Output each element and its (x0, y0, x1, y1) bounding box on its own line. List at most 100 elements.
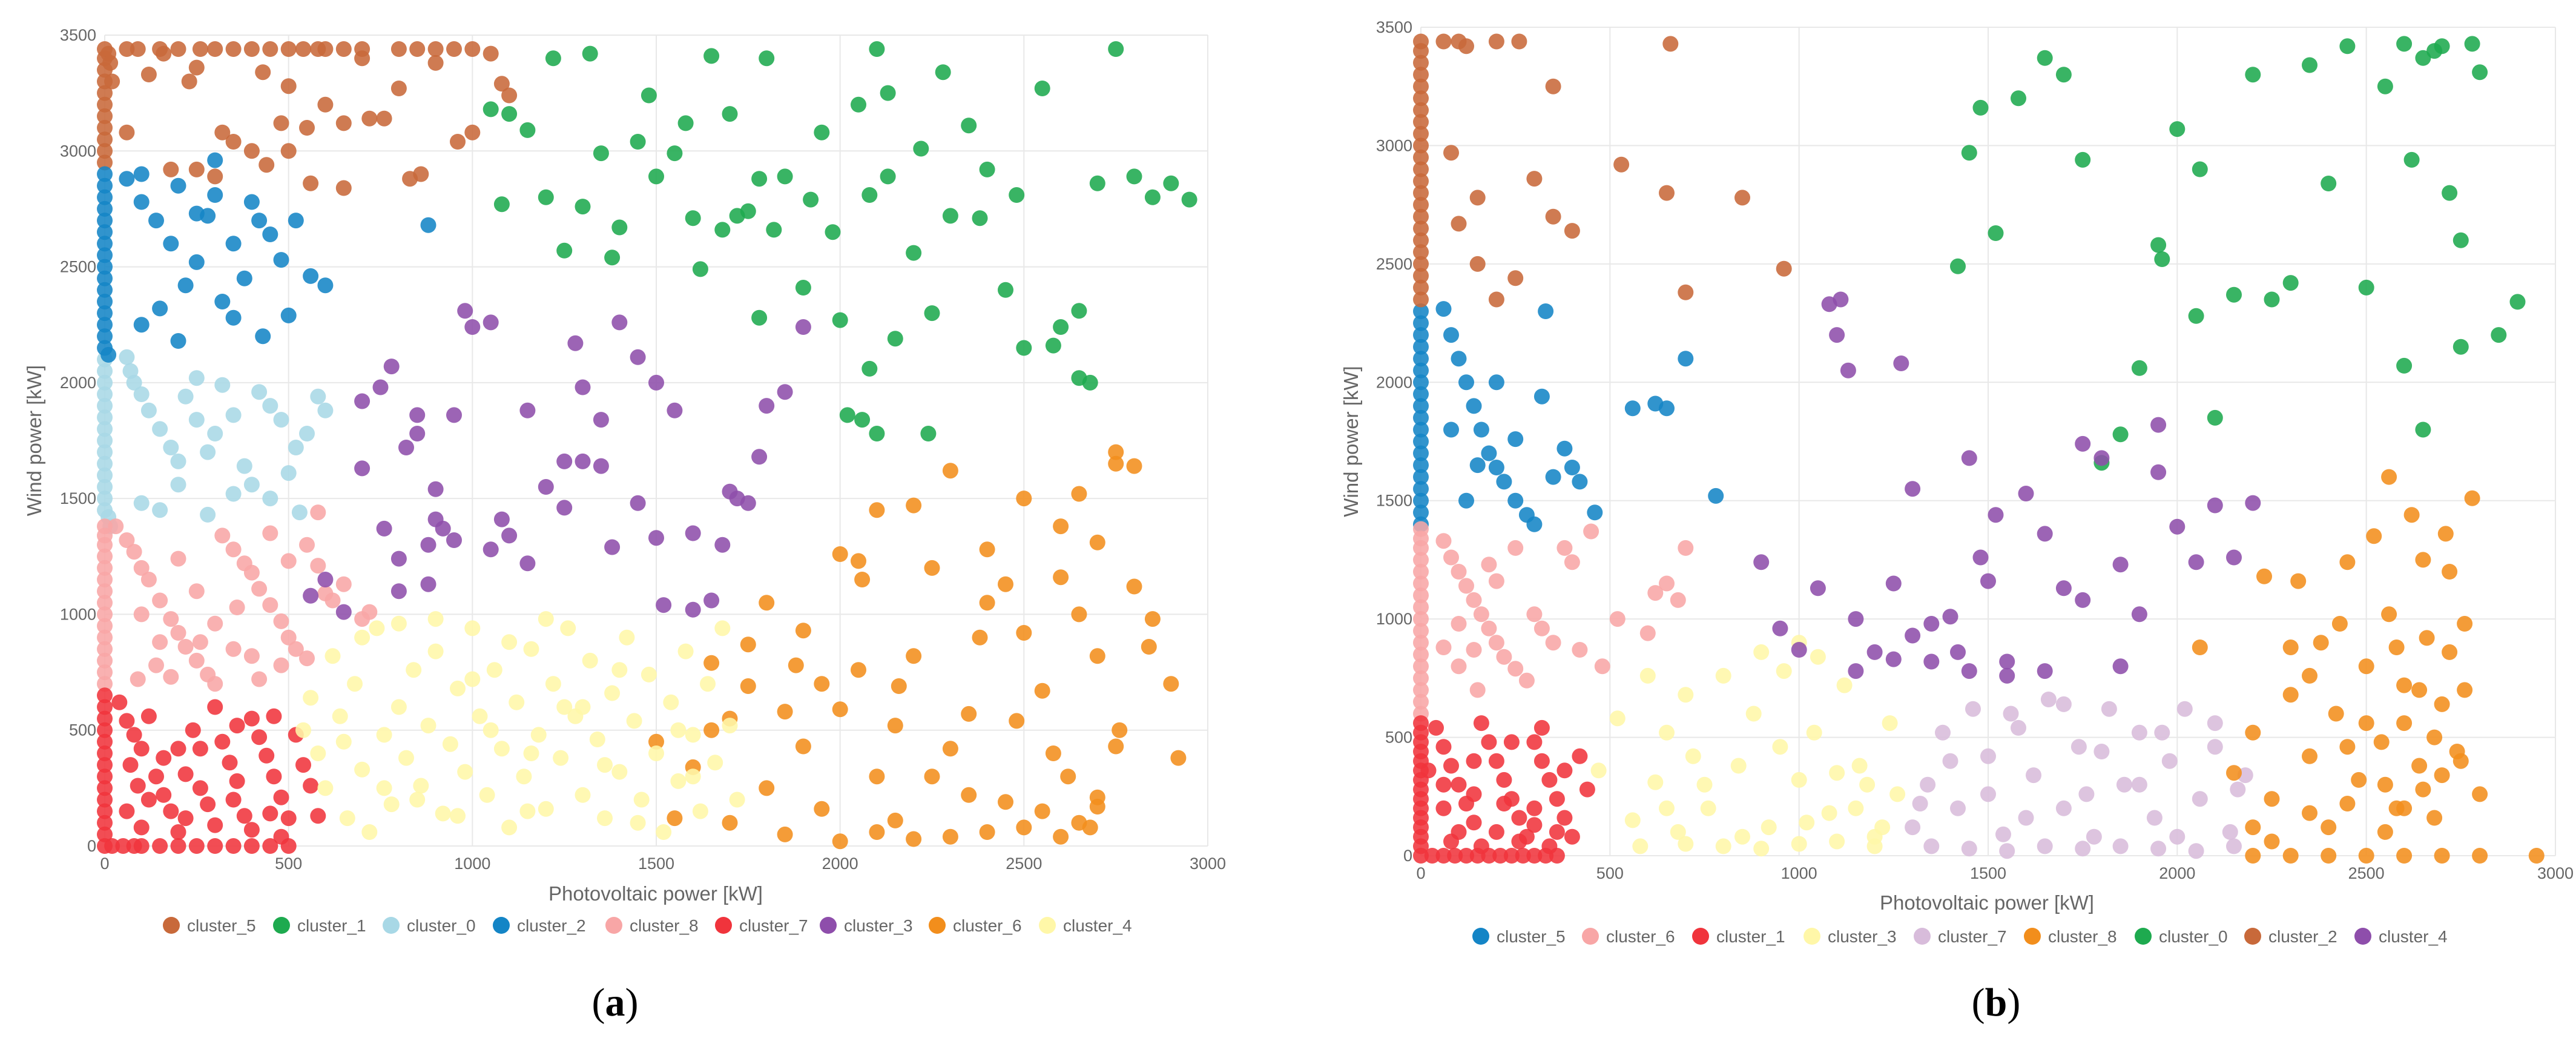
data-point (575, 199, 591, 215)
data-point (1413, 232, 1429, 248)
data-point (1413, 564, 1429, 580)
data-point (1866, 644, 1883, 660)
data-point (722, 815, 738, 831)
data-point (464, 41, 481, 57)
data-point (582, 652, 598, 669)
data-point (1613, 156, 1630, 173)
data-point (97, 328, 113, 345)
scatter-chart-b: 0 500 1000 1500 2000 2500 3000 0 500 1000 1500 2000… (1340, 18, 2574, 946)
data-point (611, 662, 628, 678)
legend-entry: cluster_2 (2268, 927, 2337, 946)
data-point (409, 791, 426, 808)
data-point (97, 154, 113, 171)
data-point (317, 780, 334, 796)
data-point (303, 175, 319, 191)
data-point (1882, 715, 1898, 732)
data-point (97, 537, 113, 553)
data-point (501, 634, 518, 650)
data-point (519, 803, 536, 819)
data-point (1181, 191, 1197, 208)
data-point (464, 124, 481, 140)
data-point (152, 300, 168, 317)
data-point (177, 766, 194, 782)
series-cluster-5 (97, 41, 518, 196)
data-point (740, 203, 756, 219)
data-point (1443, 145, 1459, 161)
data-point (1572, 642, 1588, 658)
data-point (979, 595, 995, 611)
data-point (97, 213, 113, 229)
data-point (1413, 481, 1429, 497)
data-point (1961, 663, 1977, 679)
data-point (538, 801, 554, 817)
data-point (383, 796, 400, 813)
data-point (1624, 400, 1641, 417)
data-point (560, 620, 576, 636)
legend-marker (1472, 928, 1489, 945)
data-point (1556, 540, 1573, 556)
data-point (2226, 549, 2242, 566)
data-point (1034, 81, 1050, 96)
data-point (1810, 649, 1826, 665)
data-point (1473, 421, 1489, 438)
data-point (1469, 256, 1486, 272)
data-point (1469, 190, 1486, 206)
data-point (163, 236, 179, 252)
data-point (604, 250, 621, 266)
data-point (262, 597, 278, 613)
data-point (1170, 750, 1187, 766)
data-point (1594, 658, 1610, 675)
series-cluster-8 (97, 504, 378, 692)
data-point (409, 41, 426, 57)
data-point (1413, 90, 1429, 107)
scatter-points (97, 41, 1197, 854)
data-point (102, 55, 119, 71)
y-tick-label: 1000 (1376, 610, 1412, 628)
data-point (303, 268, 319, 284)
data-point (133, 838, 150, 854)
data-point (861, 187, 878, 203)
data-point (2112, 838, 2129, 854)
series-cluster-0 (97, 349, 334, 535)
data-point (1413, 161, 1429, 177)
data-point (2150, 464, 2167, 480)
data-point (225, 486, 242, 502)
data-point (1488, 460, 1504, 475)
data-point (280, 143, 297, 159)
data-point (97, 491, 113, 507)
data-point (406, 662, 422, 678)
data-point (130, 671, 146, 687)
data-point (376, 780, 392, 796)
data-point (383, 359, 400, 375)
data-point (2131, 606, 2147, 623)
data-point (611, 314, 628, 331)
data-point (597, 810, 613, 827)
data-point (2207, 739, 2223, 755)
data-point (2434, 767, 2450, 784)
data-point (759, 780, 775, 796)
data-point (2245, 848, 2261, 864)
data-point (126, 727, 142, 743)
data-point (97, 455, 113, 472)
data-point (2188, 554, 2204, 570)
data-point (1413, 327, 1429, 343)
data-point (170, 333, 186, 349)
data-point (1772, 739, 1788, 755)
data-point (1572, 748, 1588, 764)
data-point (1942, 753, 1958, 769)
legend-entry: cluster_5 (1497, 927, 1566, 946)
data-point (97, 120, 113, 136)
data-point (97, 791, 113, 808)
data-point (188, 652, 205, 669)
data-point (777, 168, 793, 185)
data-point (1526, 606, 1543, 623)
data-point (1515, 848, 1531, 864)
data-point (273, 115, 289, 131)
data-point (1579, 781, 1595, 798)
data-point (1413, 469, 1429, 485)
data-point (457, 764, 473, 780)
series-cluster-6 (648, 444, 1187, 850)
data-point (1089, 175, 1105, 191)
data-point (324, 592, 341, 609)
data-point (97, 560, 113, 576)
